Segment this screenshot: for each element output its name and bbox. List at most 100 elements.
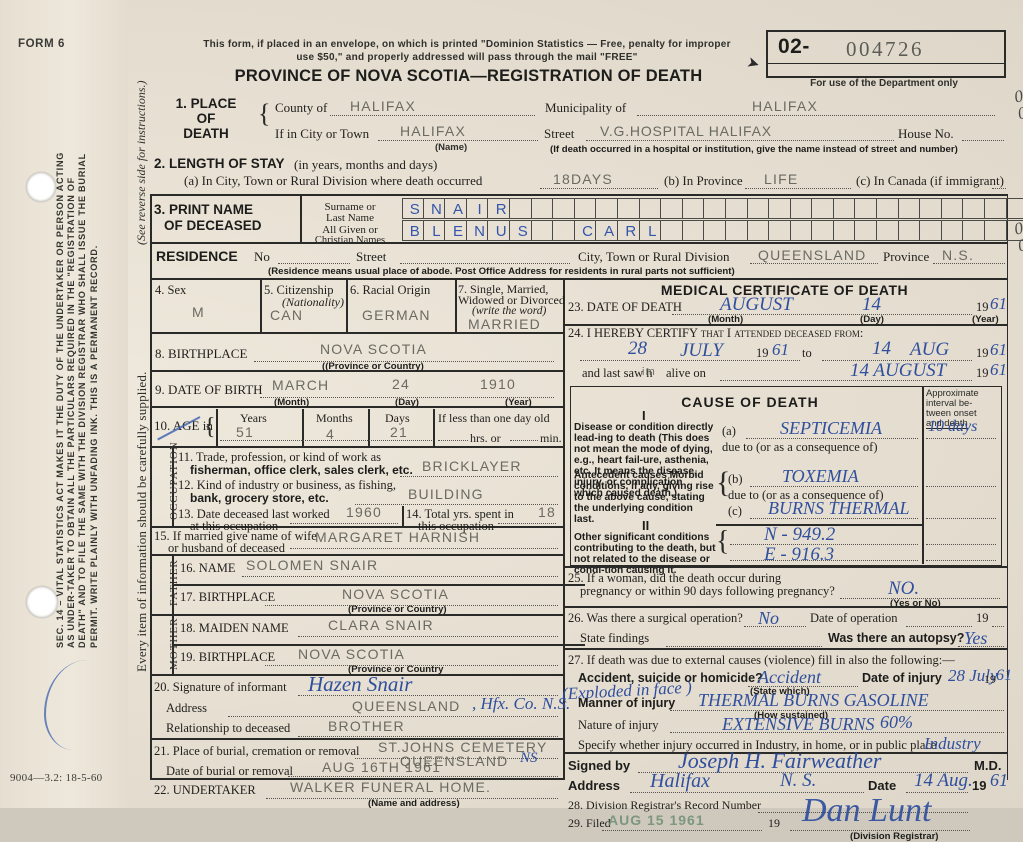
cause-c-marker: (c) bbox=[728, 504, 742, 518]
name-grid-cell[interactable] bbox=[445, 198, 467, 219]
name-grid-cell[interactable] bbox=[812, 220, 834, 241]
name-grid-cell[interactable] bbox=[574, 220, 597, 241]
certifier-date-label: Date bbox=[868, 778, 897, 793]
trade-value: BRICKLAYER bbox=[422, 458, 522, 474]
name-grid-cell[interactable] bbox=[898, 198, 921, 219]
name-grid-cell[interactable] bbox=[898, 220, 921, 241]
name-grid-cell[interactable] bbox=[617, 198, 640, 219]
name-grid-cell[interactable] bbox=[531, 220, 554, 241]
name-grid-cell[interactable] bbox=[617, 220, 640, 241]
signed-by-value: Joseph H. Fairweather bbox=[678, 748, 882, 773]
division-registrar-caption: (Division Registrar) bbox=[850, 831, 939, 842]
name-grid-cell[interactable] bbox=[790, 198, 813, 219]
name-grid-cell[interactable] bbox=[963, 220, 986, 241]
name-grid-cell[interactable] bbox=[855, 220, 878, 241]
dob-day: 24 bbox=[392, 376, 410, 392]
name-grid-cell[interactable] bbox=[509, 220, 532, 241]
name-grid-cell[interactable] bbox=[574, 198, 597, 219]
name-grid-cell[interactable] bbox=[747, 198, 770, 219]
name-grid-cell[interactable] bbox=[833, 220, 856, 241]
citizenship-label: 5. Citizenship bbox=[264, 283, 334, 297]
certify-from-month: JULY bbox=[680, 340, 723, 361]
name-grid-cell[interactable] bbox=[704, 198, 726, 219]
name-grid-cell[interactable] bbox=[985, 220, 1007, 241]
name-grid-cell[interactable] bbox=[488, 220, 510, 241]
name-grid-cell[interactable] bbox=[769, 198, 791, 219]
name-grid-cell[interactable] bbox=[423, 220, 446, 241]
surname-grid[interactable] bbox=[402, 198, 1023, 219]
father-birthplace-value: NOVA SCOTIA bbox=[342, 586, 450, 602]
name-grid-cell[interactable] bbox=[661, 220, 683, 241]
q26-findings-label: State findings bbox=[580, 631, 650, 645]
name-grid-cell[interactable] bbox=[531, 198, 554, 219]
residence-province-label: Province bbox=[883, 249, 930, 264]
name-grid-cell[interactable] bbox=[661, 198, 683, 219]
md-label: M.D. bbox=[974, 758, 1002, 773]
name-grid-cell[interactable] bbox=[747, 220, 770, 241]
name-grid-cell[interactable] bbox=[1006, 220, 1023, 241]
name-grid-cell[interactable] bbox=[725, 220, 748, 241]
registration-number-box: 02- 004726 bbox=[766, 30, 1006, 78]
marital-sublabel: (write the word) bbox=[472, 305, 547, 317]
name-grid-cell[interactable] bbox=[423, 198, 446, 219]
name-grid-cell[interactable] bbox=[769, 220, 791, 241]
residence-city-label: City, Town or Rural Division bbox=[578, 249, 730, 264]
certifier-address-label: Address bbox=[568, 778, 621, 793]
name-grid-cell[interactable] bbox=[704, 220, 726, 241]
name-grid-cell[interactable] bbox=[509, 198, 532, 219]
name-grid-cell[interactable] bbox=[682, 198, 705, 219]
name-grid-cell[interactable] bbox=[553, 220, 575, 241]
name-grid-cell[interactable] bbox=[963, 198, 986, 219]
interval-heading-3: tween onset bbox=[926, 407, 977, 418]
name-grid-cell[interactable] bbox=[1006, 198, 1023, 219]
length-of-stay-label: 2. LENGTH OF STAY bbox=[154, 156, 285, 171]
name-grid-cell[interactable] bbox=[790, 220, 813, 241]
residence-city-value: QUEENSLAND bbox=[758, 247, 867, 263]
record-number-label: 28. Division Registrar's Record Number bbox=[568, 798, 762, 812]
name-grid-cell[interactable] bbox=[402, 220, 424, 241]
place-of-death-label-3: DEATH bbox=[183, 126, 229, 141]
name-grid-cell[interactable] bbox=[985, 198, 1007, 219]
industry-value: BUILDING bbox=[408, 486, 484, 502]
name-grid-cell[interactable] bbox=[855, 198, 878, 219]
birthplace-value: NOVA SCOTIA bbox=[320, 341, 428, 357]
name-grid-cell[interactable] bbox=[466, 220, 489, 241]
burial-place-value: ST.JOHNS CEMETERY bbox=[378, 739, 548, 755]
name-grid-cell[interactable] bbox=[920, 198, 942, 219]
dod-year-caption: (Year) bbox=[972, 314, 999, 325]
q26-autopsy-value: Yes bbox=[964, 628, 988, 648]
name-grid-cell[interactable] bbox=[639, 198, 662, 219]
name-grid-cell[interactable] bbox=[920, 220, 942, 241]
name-grid-cell[interactable] bbox=[596, 198, 618, 219]
name-grid-cell[interactable] bbox=[877, 220, 899, 241]
q27-manner-q-value: Accident bbox=[758, 667, 821, 687]
part-ii-marker: II bbox=[642, 518, 650, 533]
citizenship-value: CAN bbox=[270, 307, 304, 323]
street-value: V.G.HOSPITAL HALIFAX bbox=[600, 123, 772, 139]
name-grid-cell[interactable] bbox=[639, 220, 662, 241]
undertaker-caption: (Name and address) bbox=[368, 798, 460, 809]
print-name-label-2: OF DECEASED bbox=[164, 218, 262, 233]
name-grid-cell[interactable] bbox=[445, 220, 467, 241]
name-grid-cell[interactable] bbox=[466, 198, 489, 219]
name-grid-cell[interactable] bbox=[833, 198, 856, 219]
name-grid-cell[interactable] bbox=[596, 220, 618, 241]
q25-label-2: pregnancy or within 90 days following pr… bbox=[580, 584, 835, 598]
name-grid-cell[interactable] bbox=[941, 198, 964, 219]
age-hrs-label: hrs. or bbox=[470, 431, 501, 445]
city-town-value: HALIFAX bbox=[400, 123, 466, 139]
name-grid-cell[interactable] bbox=[553, 198, 575, 219]
name-grid-cell[interactable] bbox=[682, 220, 705, 241]
name-grid-cell[interactable] bbox=[725, 198, 748, 219]
dod-day-caption: (Day) bbox=[860, 314, 884, 325]
last-saw-date: 14 AUGUST bbox=[850, 360, 947, 381]
name-grid-cell[interactable] bbox=[812, 198, 834, 219]
name-grid-cell[interactable] bbox=[877, 198, 899, 219]
given-names-grid[interactable] bbox=[402, 220, 1023, 241]
name-grid-cell[interactable] bbox=[402, 198, 424, 219]
industry-label-2: bank, grocery store, etc. bbox=[190, 491, 329, 505]
name-grid-cell[interactable] bbox=[488, 198, 510, 219]
name-grid-cell[interactable] bbox=[941, 220, 964, 241]
medical-certificate-heading: MEDICAL CERTIFICATE OF DEATH bbox=[660, 282, 909, 298]
